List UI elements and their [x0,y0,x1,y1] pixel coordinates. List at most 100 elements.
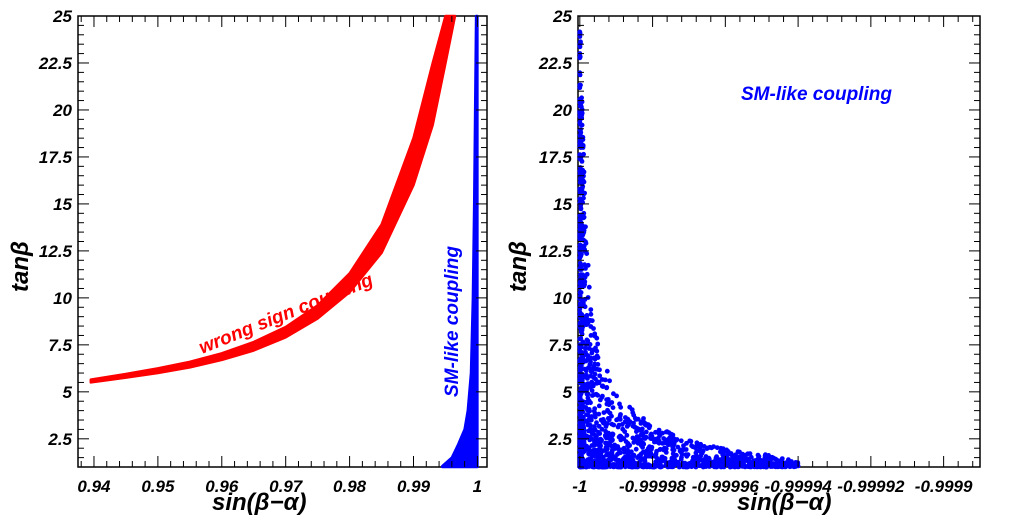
right-scatter-point [684,440,689,446]
right-scatter-point [584,386,590,392]
right-scatter-point [601,410,607,415]
right-scatter-point [593,376,598,382]
right-scatter-point [581,215,586,221]
right-scatter-point [694,443,700,448]
right-scatter-point [635,455,640,460]
right-scatter-point [592,406,598,411]
right-scatter-point [614,417,619,423]
right-scatter-point [584,419,590,425]
left-y-axis-label: tanβ [7,241,34,292]
right-scatter-point [579,274,585,280]
right-scatter-point [602,464,608,470]
right-scatter-point [588,318,593,323]
right-scatter-point [735,449,741,454]
right-scatter-point [733,462,738,468]
right-scatter-point [596,423,602,429]
right-scatter-point [655,435,661,441]
right-scatter-point [588,311,594,317]
left-y-tick-label: 15 [53,195,72,214]
right-scatter-point [720,452,726,458]
right-scatter-point [581,195,586,201]
right-scatter-point [627,457,632,463]
right-scatter-point [701,444,707,449]
right-scatter-point [740,464,745,469]
left-x-tick-label: 0.95 [141,477,175,496]
right-scatter-point [623,439,629,444]
right-scatter-point [585,356,591,361]
right-scatter-point [775,464,781,470]
left-y-tick-label: 7.5 [48,336,72,355]
right-scatter-point [606,402,612,408]
right-scatter-point [615,424,621,430]
right-scatter-point [599,377,605,382]
right-scatter-point [588,333,594,338]
right-scatter-point [630,410,636,416]
right-scatter-point [585,338,591,344]
right-scatter-point [578,187,584,193]
right-scatter-point [758,458,763,464]
left-x-tick-label: 0.94 [77,477,111,496]
right-scatter-point [591,364,597,369]
right-scatter-point [597,431,603,436]
right-scatter-point [579,159,585,164]
right-scatter-point [605,416,611,421]
right-scatter-point [647,444,652,450]
right-scatter-point [617,401,622,407]
right-scatter-point [577,410,583,416]
right-scatter-point [599,426,605,432]
right-scatter-point [579,377,585,383]
right-y-tick-label: 17.5 [539,148,573,167]
right-scatter-point [704,462,709,467]
left-x-tick-label: 0.96 [205,477,239,496]
right-scatter-point [698,441,704,447]
right-scatter-point [603,424,609,429]
right-scatter-point [587,342,593,347]
right-scatter-point [770,461,776,466]
right-scatter-point [598,436,603,442]
right-scatter-point [584,391,590,397]
right-scatter-point [663,429,669,435]
right-scatter-point [634,429,639,434]
right-scatter-point [761,464,767,470]
right-scatter-point [616,464,622,470]
left-axis-ticks: 2.5 5 7.5 10 12.5 15 17.5 20 22.5 25 0.94 0.95 0.96 0… [38,7,487,496]
right-scatter-point [609,438,615,443]
right-scatter-point [670,464,676,470]
right-scatter-point [585,459,590,465]
right-scatter-point [592,356,598,362]
right-scatter-point [594,335,600,341]
left-annotation-sm-like: SM-like coupling [442,246,463,397]
right-scatter-point [662,456,668,461]
right-scatter-point [580,460,586,466]
right-x-tick-label: -0.99998 [619,477,687,496]
right-y-tick-label: 12.5 [539,242,573,261]
right-scatter-point [747,451,753,456]
right-scatter-point [653,463,659,469]
right-scatter-point [645,462,651,468]
right-scatter-point [626,419,632,424]
left-y-tick-label: 10 [53,289,72,308]
right-scatter-point [705,456,710,461]
right-scatter-point [577,55,583,61]
right-scatter-point [614,393,619,399]
right-scatter-point [624,432,630,438]
right-scatter-point [745,463,750,469]
right-scatter-point [589,388,595,393]
right-scatter-point [656,431,662,436]
right-scatter-point [579,326,585,331]
left-y-tick-label: 12.5 [39,242,73,261]
right-scatter-point [634,434,640,439]
right-scatter-point [577,280,583,285]
right-scatter-point [632,415,638,421]
right-scatter-point [700,458,706,463]
right-scatter-point [577,29,583,35]
right-scatter-point [584,251,590,256]
right-scatter-point [727,462,733,468]
right-scatter-point [653,451,659,457]
right-scatter-point [615,451,620,457]
right-scatter-point [604,435,609,441]
right-scatter-point [648,432,654,438]
right-scatter-point [641,416,646,421]
left-y-tick-label: 20 [52,101,72,120]
right-scatter-point [577,344,583,350]
